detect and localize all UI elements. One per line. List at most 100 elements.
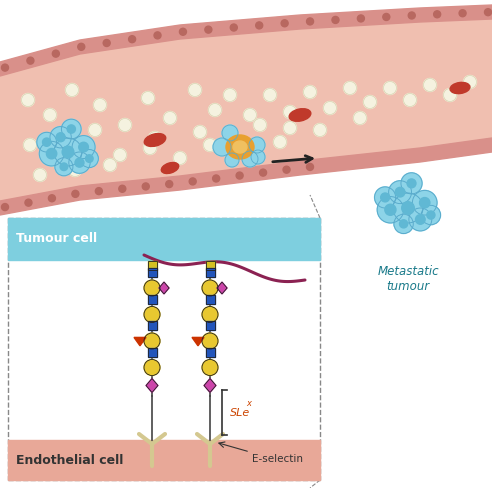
Circle shape bbox=[163, 111, 177, 124]
Circle shape bbox=[42, 138, 51, 146]
Circle shape bbox=[62, 119, 81, 139]
Circle shape bbox=[230, 24, 237, 31]
Ellipse shape bbox=[161, 163, 179, 174]
Ellipse shape bbox=[144, 134, 166, 146]
Bar bbox=[148, 294, 156, 304]
Circle shape bbox=[409, 208, 432, 231]
Bar bbox=[206, 321, 215, 330]
Circle shape bbox=[427, 211, 435, 219]
Circle shape bbox=[357, 15, 365, 22]
Circle shape bbox=[353, 111, 367, 124]
Circle shape bbox=[283, 166, 290, 173]
Circle shape bbox=[244, 108, 256, 122]
Bar bbox=[148, 347, 156, 357]
Polygon shape bbox=[0, 138, 492, 215]
Circle shape bbox=[424, 79, 436, 92]
Circle shape bbox=[400, 220, 408, 228]
Circle shape bbox=[403, 94, 417, 106]
Circle shape bbox=[174, 151, 186, 164]
Circle shape bbox=[260, 169, 267, 176]
Polygon shape bbox=[217, 282, 227, 294]
Circle shape bbox=[78, 43, 85, 50]
Bar bbox=[148, 294, 156, 304]
Circle shape bbox=[49, 154, 62, 166]
Ellipse shape bbox=[226, 135, 254, 159]
Circle shape bbox=[22, 94, 34, 106]
Circle shape bbox=[54, 138, 82, 166]
Circle shape bbox=[142, 183, 149, 190]
Circle shape bbox=[154, 32, 161, 39]
Circle shape bbox=[412, 190, 437, 215]
Circle shape bbox=[119, 119, 131, 131]
Circle shape bbox=[281, 20, 288, 27]
Circle shape bbox=[381, 193, 390, 202]
Circle shape bbox=[56, 133, 65, 142]
Circle shape bbox=[463, 76, 476, 88]
Ellipse shape bbox=[450, 82, 470, 94]
Circle shape bbox=[389, 181, 411, 203]
Circle shape bbox=[401, 173, 422, 194]
Circle shape bbox=[408, 12, 415, 19]
Circle shape bbox=[144, 280, 160, 296]
Circle shape bbox=[202, 306, 218, 323]
Circle shape bbox=[383, 81, 397, 95]
Bar bbox=[148, 321, 156, 330]
Circle shape bbox=[79, 154, 92, 166]
Circle shape bbox=[67, 125, 75, 133]
Circle shape bbox=[114, 148, 126, 162]
Circle shape bbox=[62, 146, 74, 158]
Circle shape bbox=[188, 83, 202, 97]
Polygon shape bbox=[0, 19, 492, 201]
Circle shape bbox=[324, 102, 337, 115]
Bar bbox=[8, 218, 320, 480]
Circle shape bbox=[27, 57, 34, 64]
Circle shape bbox=[52, 50, 60, 57]
Circle shape bbox=[46, 148, 57, 159]
Bar bbox=[148, 268, 156, 277]
Circle shape bbox=[50, 126, 71, 148]
Circle shape bbox=[89, 123, 101, 137]
Circle shape bbox=[222, 125, 238, 141]
Circle shape bbox=[283, 122, 297, 135]
Circle shape bbox=[144, 333, 160, 349]
Circle shape bbox=[144, 360, 160, 375]
Circle shape bbox=[374, 187, 396, 208]
Circle shape bbox=[343, 81, 357, 95]
Circle shape bbox=[142, 92, 154, 104]
Bar bbox=[206, 261, 215, 269]
Circle shape bbox=[283, 105, 297, 119]
Circle shape bbox=[313, 123, 327, 137]
Circle shape bbox=[307, 163, 313, 170]
Circle shape bbox=[244, 143, 256, 157]
Text: E-selectin: E-selectin bbox=[252, 454, 303, 464]
Circle shape bbox=[205, 26, 212, 33]
Text: x: x bbox=[246, 399, 251, 407]
Circle shape bbox=[407, 179, 416, 188]
Circle shape bbox=[144, 142, 156, 155]
Circle shape bbox=[264, 88, 277, 102]
Circle shape bbox=[103, 159, 117, 171]
Circle shape bbox=[25, 199, 32, 206]
Circle shape bbox=[364, 96, 376, 108]
Circle shape bbox=[249, 137, 265, 153]
Circle shape bbox=[180, 28, 186, 35]
Ellipse shape bbox=[289, 109, 311, 122]
Circle shape bbox=[24, 139, 36, 151]
Circle shape bbox=[459, 10, 466, 17]
Circle shape bbox=[80, 149, 98, 167]
Polygon shape bbox=[146, 379, 158, 392]
Bar bbox=[8, 440, 320, 480]
Circle shape bbox=[443, 88, 457, 102]
Bar bbox=[206, 321, 215, 330]
Circle shape bbox=[433, 11, 441, 18]
Circle shape bbox=[69, 152, 90, 173]
Bar bbox=[148, 347, 156, 357]
Circle shape bbox=[242, 151, 258, 167]
Circle shape bbox=[86, 155, 93, 163]
Bar bbox=[206, 268, 215, 277]
Circle shape bbox=[202, 280, 218, 296]
Text: Tumour cell: Tumour cell bbox=[16, 232, 97, 245]
Bar bbox=[148, 261, 156, 269]
Bar bbox=[148, 321, 156, 330]
Circle shape bbox=[119, 185, 126, 192]
